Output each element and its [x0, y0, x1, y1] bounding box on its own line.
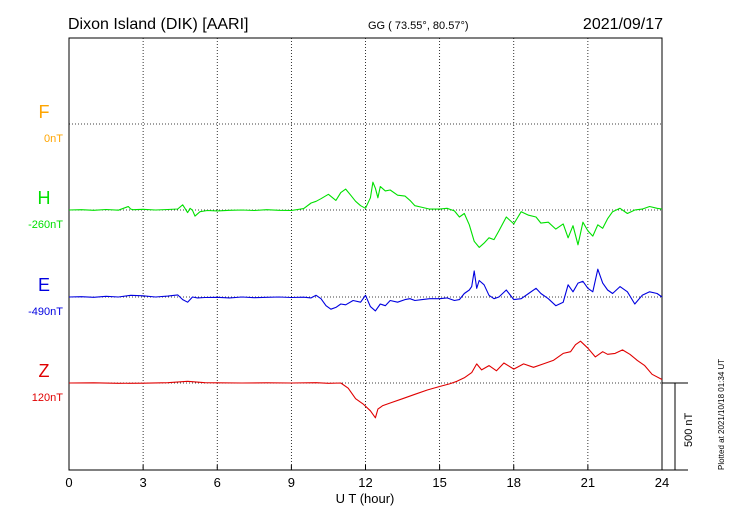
series-layer [68, 181, 663, 419]
scale-bar-label: 500 nT [683, 412, 695, 447]
station-title: Dixon Island (DIK) [AARI] [68, 16, 249, 33]
x-tick-label: 15 [432, 475, 446, 490]
x-tick-label: 24 [655, 475, 669, 490]
x-tick-label: 6 [214, 475, 221, 490]
x-tick-label: 21 [581, 475, 595, 490]
baseline-label-h: -260nT [28, 219, 63, 231]
plotted-timestamp: Plotted at 2021/10/18 01:34 UT [717, 359, 726, 470]
component-labels: F 0nT H -260nT E -490nT Z 120nT [28, 102, 63, 404]
chart-date: 2021/09/17 [583, 16, 663, 33]
scale-bar: 500 nT [662, 382, 695, 471]
x-tick-label: 3 [140, 475, 147, 490]
series-line-z [68, 340, 663, 419]
x-axis-ticks: 0 3 6 9 12 15 18 21 24 [65, 465, 669, 490]
baseline-label-f: 0nT [44, 133, 63, 145]
component-label-h: H [38, 188, 51, 208]
x-tick-label: 12 [358, 475, 372, 490]
grid-lines [69, 38, 662, 470]
component-label-e: E [38, 275, 50, 295]
x-tick-label: 9 [288, 475, 295, 490]
x-tick-label: 18 [507, 475, 521, 490]
baseline-label-z: 120nT [32, 392, 63, 404]
component-label-z: Z [39, 361, 50, 381]
x-tick-label: 0 [65, 475, 72, 490]
baseline-label-e: -490nT [28, 306, 63, 318]
x-axis-label: U T (hour) [336, 491, 395, 506]
series-line-e [68, 268, 663, 312]
station-coordinates: GG ( 73.55°, 80.57°) [368, 20, 469, 32]
series-line-h [68, 181, 663, 248]
component-label-f: F [39, 102, 50, 122]
